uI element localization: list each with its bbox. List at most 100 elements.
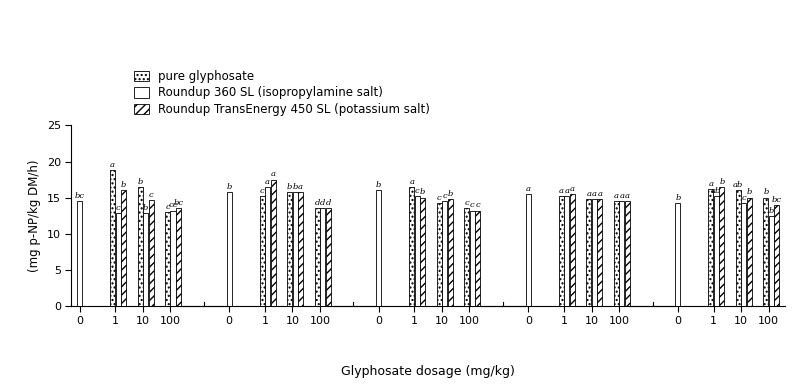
Bar: [714, 196, 719, 306]
Bar: [708, 189, 714, 306]
Text: b: b: [420, 189, 425, 196]
Text: b: b: [287, 183, 293, 191]
Bar: [565, 196, 569, 306]
Bar: [143, 213, 148, 306]
Bar: [469, 211, 475, 306]
Text: c: c: [415, 187, 419, 195]
Bar: [747, 198, 752, 306]
Text: b: b: [143, 204, 148, 212]
Bar: [116, 213, 121, 306]
Bar: [592, 199, 597, 306]
Bar: [376, 191, 381, 306]
Y-axis label: (mg p-NP/kg DM/h): (mg p-NP/kg DM/h): [29, 160, 41, 272]
Text: c: c: [165, 203, 170, 211]
Bar: [597, 199, 603, 306]
Bar: [559, 196, 564, 306]
Text: a: a: [614, 192, 619, 200]
Text: bc: bc: [75, 192, 85, 200]
Text: b: b: [447, 190, 453, 198]
Text: c: c: [116, 204, 121, 212]
Bar: [77, 201, 82, 306]
Text: c: c: [741, 194, 746, 202]
Text: d: d: [314, 199, 320, 207]
Bar: [227, 192, 232, 306]
Bar: [137, 187, 143, 306]
Bar: [409, 187, 414, 306]
Bar: [676, 203, 680, 306]
Text: a: a: [592, 190, 597, 198]
Text: a: a: [265, 178, 270, 186]
Text: a: a: [570, 185, 575, 193]
Bar: [176, 209, 181, 306]
Text: a: a: [409, 178, 414, 186]
Text: ab: ab: [734, 181, 744, 189]
Bar: [475, 211, 481, 306]
Bar: [110, 170, 115, 306]
Bar: [741, 203, 746, 306]
Bar: [464, 209, 469, 306]
Text: b: b: [293, 183, 298, 191]
Bar: [148, 200, 154, 306]
Text: c: c: [475, 201, 480, 209]
Text: a: a: [708, 180, 714, 188]
Text: a: a: [298, 183, 303, 191]
Bar: [170, 211, 175, 306]
Bar: [287, 192, 292, 306]
Bar: [121, 191, 126, 306]
Bar: [420, 198, 425, 306]
Bar: [265, 187, 270, 306]
Text: c: c: [465, 199, 469, 207]
Text: c: c: [437, 194, 442, 202]
Bar: [293, 192, 297, 306]
Text: b: b: [137, 178, 143, 186]
Bar: [719, 187, 725, 306]
Bar: [437, 203, 442, 306]
Text: b: b: [376, 181, 381, 189]
Bar: [764, 198, 768, 306]
Bar: [320, 209, 325, 306]
Text: a: a: [565, 187, 569, 195]
Bar: [259, 196, 265, 306]
Text: a: a: [586, 190, 592, 198]
Bar: [619, 201, 624, 306]
Bar: [768, 216, 774, 306]
Bar: [570, 194, 575, 306]
Text: bc: bc: [174, 199, 183, 207]
Text: c: c: [260, 187, 265, 195]
Bar: [165, 212, 170, 306]
Text: b: b: [121, 181, 126, 189]
Bar: [442, 201, 447, 306]
Text: b: b: [768, 207, 774, 214]
Text: b: b: [675, 194, 680, 202]
Text: cc: cc: [168, 201, 178, 209]
Bar: [736, 191, 741, 306]
Text: b: b: [719, 178, 725, 186]
Text: c: c: [148, 191, 153, 199]
Bar: [526, 194, 531, 306]
Bar: [614, 201, 619, 306]
Text: a: a: [270, 171, 276, 178]
Text: ab: ab: [711, 187, 722, 195]
Bar: [774, 205, 780, 306]
Legend: pure glyphosate, Roundup 360 SL (isopropylamine salt), Roundup TransEnergy 450 S: pure glyphosate, Roundup 360 SL (isoprop…: [134, 70, 430, 116]
Text: a: a: [625, 192, 630, 200]
Text: bc: bc: [772, 196, 782, 204]
Text: a: a: [559, 187, 564, 195]
Bar: [315, 209, 320, 306]
Bar: [586, 199, 592, 306]
Text: d: d: [320, 199, 325, 207]
Text: a: a: [619, 192, 624, 200]
Bar: [415, 196, 419, 306]
X-axis label: Glyphosate dosage (mg/kg): Glyphosate dosage (mg/kg): [341, 365, 515, 378]
Text: a: a: [597, 190, 602, 198]
Text: d: d: [325, 199, 331, 207]
Text: c: c: [469, 201, 474, 209]
Bar: [448, 199, 453, 306]
Text: b: b: [227, 183, 232, 191]
Bar: [298, 192, 303, 306]
Text: a: a: [526, 185, 531, 193]
Bar: [326, 209, 331, 306]
Text: a: a: [110, 161, 115, 169]
Text: c: c: [442, 192, 447, 200]
Text: b: b: [763, 189, 768, 196]
